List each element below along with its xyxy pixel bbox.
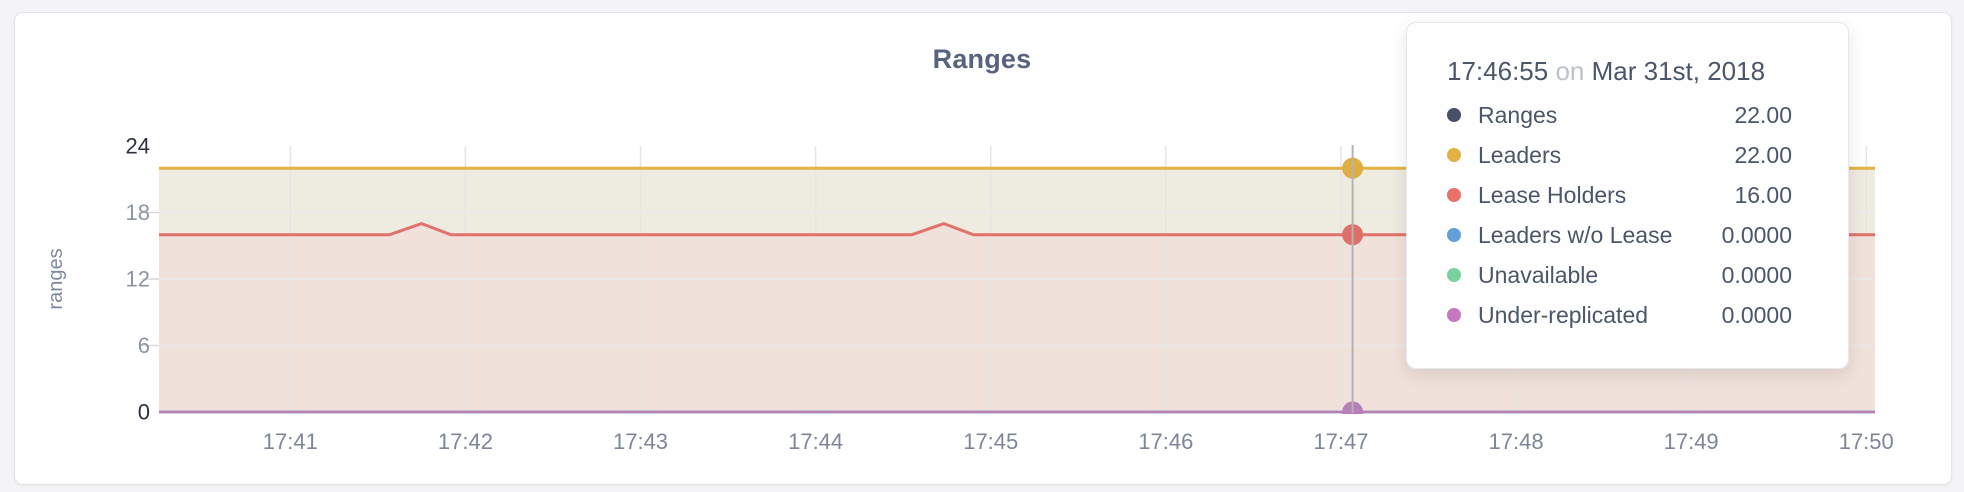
series-color-dot xyxy=(1447,188,1461,202)
series-color-dot xyxy=(1447,308,1461,322)
tooltip-date: Mar 31st, 2018 xyxy=(1591,56,1766,86)
series-value: 16.00 xyxy=(1734,181,1792,208)
x-axis-tick-label: 17:49 xyxy=(1664,429,1719,454)
series-label: Under-replicated xyxy=(1478,301,1649,328)
x-axis-tick-label: 17:45 xyxy=(963,429,1018,454)
hover-tooltip: 17:46:55 on Mar 31st, 2018 Ranges 22.00 Le… xyxy=(1406,22,1849,369)
series-value: 22.00 xyxy=(1734,101,1792,128)
series-line-lease-holders xyxy=(159,222,1875,237)
y-axis-tick-label: 12 xyxy=(126,267,150,292)
x-axis-tick-label: 17:41 xyxy=(263,429,318,454)
chart-title: Ranges xyxy=(932,44,1032,74)
tooltip-row: Leaders w/o Lease 0.0000 xyxy=(1447,215,1792,255)
y-axis-tick-label: 18 xyxy=(126,200,150,225)
series-color-dot xyxy=(1447,268,1461,282)
tooltip-row: Under-replicated 0.0000 xyxy=(1447,295,1792,335)
series-label: Leaders w/o Lease xyxy=(1478,221,1673,248)
tooltip-row: Leaders 22.00 xyxy=(1447,135,1792,175)
tooltip-conjunction: on xyxy=(1555,56,1585,86)
tooltip-row: Unavailable 0.0000 xyxy=(1447,255,1792,295)
x-axis-tick-label: 17:50 xyxy=(1839,429,1894,454)
series-color-dot xyxy=(1447,148,1461,162)
x-axis-tick-label: 17:42 xyxy=(438,429,493,454)
series-color-dot xyxy=(1447,108,1461,122)
tooltip-row: Ranges 22.00 xyxy=(1447,95,1792,135)
x-axis-tick-label: 17:46 xyxy=(1138,429,1193,454)
y-axis-tick-label: 6 xyxy=(138,333,150,358)
tooltip-row: Lease Holders 16.00 xyxy=(1447,175,1792,215)
y-axis-tick-label: 24 xyxy=(126,134,150,159)
y-axis-tick-label: 0 xyxy=(138,400,150,425)
series-value: 0.0000 xyxy=(1721,261,1792,288)
tooltip-header: 17:46:55 on Mar 31st, 2018 xyxy=(1447,53,1792,89)
x-axis-tick-label: 17:44 xyxy=(788,429,843,454)
x-axis-tick-label: 17:43 xyxy=(613,429,668,454)
x-axis-tick-label: 17:48 xyxy=(1489,429,1544,454)
series-label: Unavailable xyxy=(1478,261,1599,288)
series-value: 0.0000 xyxy=(1721,301,1792,328)
x-axis-tick-label: 17:47 xyxy=(1313,429,1368,454)
series-label: Lease Holders xyxy=(1478,181,1627,208)
series-label: Leaders xyxy=(1478,141,1562,168)
series-value: 22.00 xyxy=(1734,141,1792,168)
y-axis-title: ranges xyxy=(45,248,67,309)
series-color-dot xyxy=(1447,228,1461,242)
tooltip-time: 17:46:55 xyxy=(1447,56,1549,86)
tooltip-rows: Ranges 22.00 Leaders 22.00 Lease Holders 16.0… xyxy=(1447,95,1792,335)
series-label: Ranges xyxy=(1478,101,1558,128)
series-value: 0.0000 xyxy=(1721,221,1792,248)
